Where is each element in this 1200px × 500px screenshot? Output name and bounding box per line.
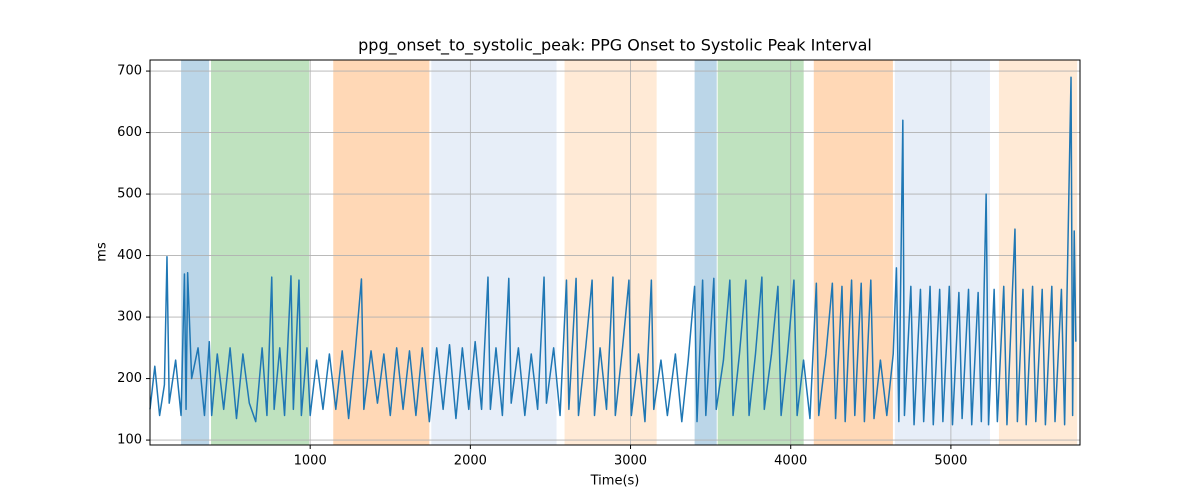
x-tick-label: 3000	[614, 454, 647, 469]
y-tick-label: 600	[117, 125, 142, 140]
shaded-region	[431, 60, 557, 445]
shaded-region	[813, 60, 893, 445]
y-tick-label: 500	[117, 187, 142, 202]
x-tick-label: 1000	[294, 454, 327, 469]
plot-frame	[149, 59, 1081, 446]
y-tick-label: 400	[117, 248, 142, 263]
y-tick-label: 700	[117, 64, 142, 79]
y-axis-label: ms	[95, 242, 110, 262]
x-tick-label: 5000	[934, 454, 967, 469]
y-tick-label: 300	[117, 310, 142, 325]
x-axis-label: Time(s)	[590, 474, 640, 489]
data-line	[149, 76, 1077, 426]
y-tick-label: 100	[117, 433, 142, 448]
shaded-region	[333, 60, 430, 445]
chart-title: ppg_onset_to_systolic_peak: PPG Onset to…	[358, 36, 872, 56]
x-tick-label: 4000	[774, 454, 807, 469]
x-tick-label: 2000	[454, 454, 487, 469]
y-tick-label: 200	[117, 371, 142, 386]
